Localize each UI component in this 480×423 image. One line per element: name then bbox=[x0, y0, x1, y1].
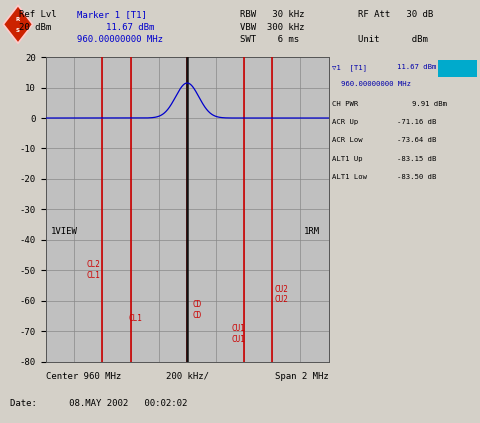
Text: ACR Low: ACR Low bbox=[332, 137, 362, 143]
Text: CD: CD bbox=[193, 300, 202, 309]
Text: Unit      dBm: Unit dBm bbox=[358, 35, 428, 44]
Text: 1VIEW: 1VIEW bbox=[51, 227, 78, 236]
Text: Span 2 MHz: Span 2 MHz bbox=[275, 371, 329, 381]
Text: ACR Up: ACR Up bbox=[332, 119, 358, 125]
Text: 960.00000000 MHz: 960.00000000 MHz bbox=[77, 35, 163, 44]
Text: CH PWR: CH PWR bbox=[332, 101, 358, 107]
Text: -73.64 dB: -73.64 dB bbox=[397, 137, 436, 143]
Text: 1RM: 1RM bbox=[304, 227, 320, 236]
Text: 200 kHz/: 200 kHz/ bbox=[166, 371, 209, 381]
Text: 9.91 dBm: 9.91 dBm bbox=[412, 101, 447, 107]
Text: Marker 1 [T1]: Marker 1 [T1] bbox=[77, 10, 147, 19]
Text: 960.00000000 MHz: 960.00000000 MHz bbox=[341, 81, 411, 87]
Text: CU1: CU1 bbox=[232, 324, 246, 333]
Text: 11.67 dBm: 11.67 dBm bbox=[397, 64, 436, 70]
Bar bbox=[438, 60, 477, 77]
Polygon shape bbox=[3, 5, 33, 43]
Text: Ref Lvl: Ref Lvl bbox=[19, 10, 57, 19]
Text: Center 960 MHz: Center 960 MHz bbox=[46, 371, 121, 381]
Text: CL2: CL2 bbox=[87, 260, 100, 269]
Text: 11.67 dBm: 11.67 dBm bbox=[106, 23, 154, 33]
Text: CU1: CU1 bbox=[232, 335, 246, 344]
Text: ▽1  [T1]: ▽1 [T1] bbox=[332, 64, 367, 71]
Text: CU2: CU2 bbox=[274, 295, 288, 304]
Text: RF Att   30 dB: RF Att 30 dB bbox=[358, 10, 433, 19]
Text: 20 dBm: 20 dBm bbox=[19, 23, 51, 33]
Text: CD: CD bbox=[193, 310, 202, 319]
Text: VBW  300 kHz: VBW 300 kHz bbox=[240, 23, 304, 33]
Text: CU2: CU2 bbox=[274, 285, 288, 294]
Text: Date:      08.MAY 2002   00:02:02: Date: 08.MAY 2002 00:02:02 bbox=[10, 399, 187, 408]
Text: SWT    6 ms: SWT 6 ms bbox=[240, 35, 299, 44]
Text: ALT1 Up: ALT1 Up bbox=[332, 156, 362, 162]
Text: -83.15 dB: -83.15 dB bbox=[397, 156, 436, 162]
Text: S: S bbox=[16, 28, 20, 33]
Text: CL1: CL1 bbox=[129, 313, 142, 323]
Text: -71.16 dB: -71.16 dB bbox=[397, 119, 436, 125]
Text: -83.50 dB: -83.50 dB bbox=[397, 174, 436, 180]
Text: R: R bbox=[16, 17, 20, 22]
Text: CL1: CL1 bbox=[87, 271, 100, 280]
Text: RBW   30 kHz: RBW 30 kHz bbox=[240, 10, 304, 19]
Text: ALT1 Low: ALT1 Low bbox=[332, 174, 367, 180]
